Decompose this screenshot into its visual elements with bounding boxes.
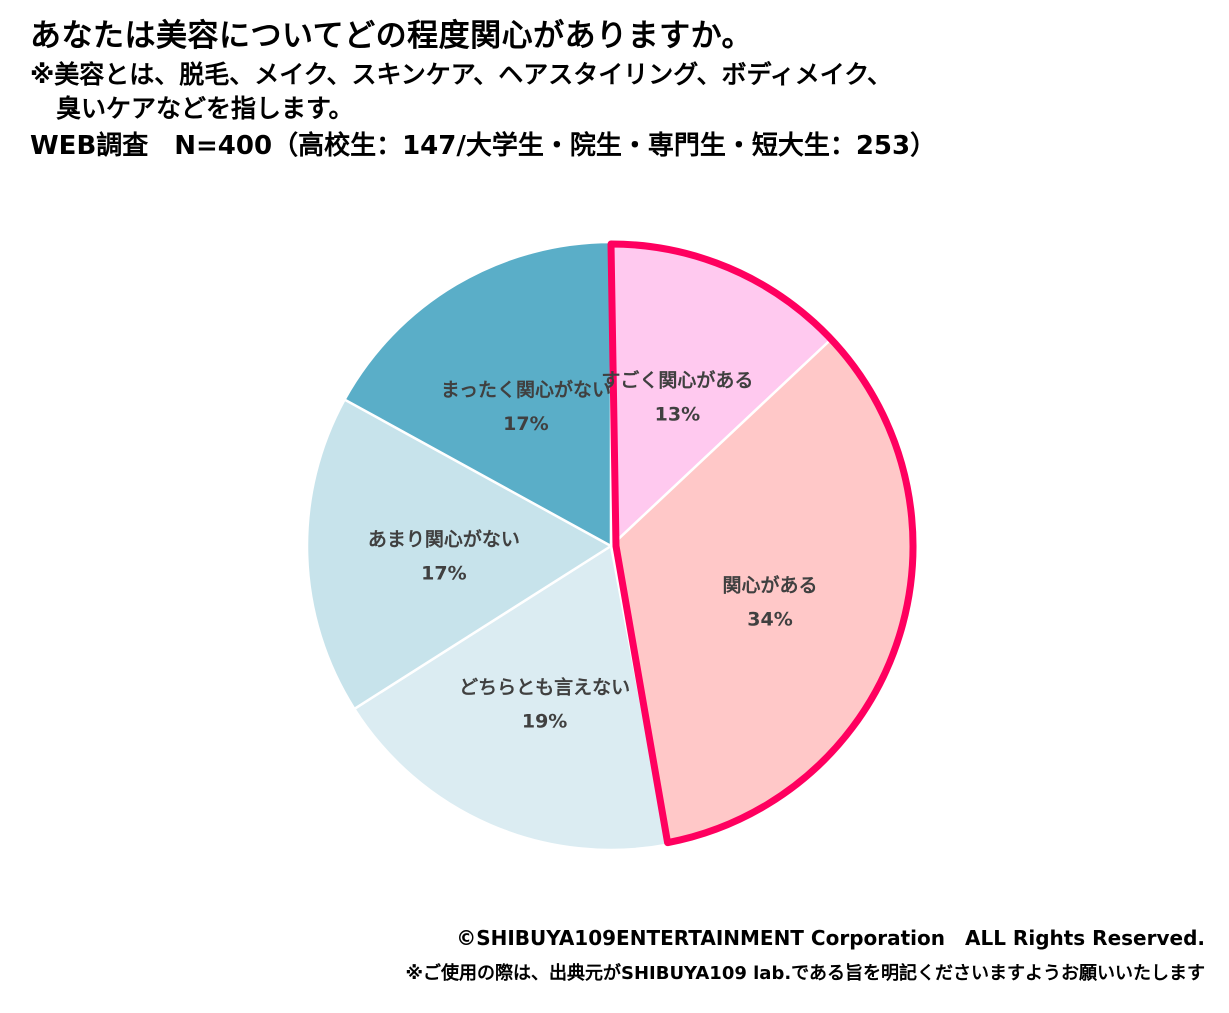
slice-label-1: 関心がある: [723, 574, 818, 597]
chart-title: あなたは美容についてどの程度関心がありますか。: [30, 18, 753, 54]
slice-value-0: 13%: [655, 404, 700, 426]
slice-value-4: 17%: [503, 413, 548, 435]
definition-note: ※美容とは、脱毛、メイク、スキンケア、ヘアスタイリング、ボディメイク、: [30, 60, 893, 89]
chart-header: あなたは美容についてどの程度関心がありますか。 ※美容とは、脱毛、メイク、スキン…: [30, 14, 1200, 166]
highlight-outline: [607, 240, 917, 847]
pie-slice-2: [353, 544, 670, 852]
copyright-text: ©SHIBUYA109ENTERTAINMENT Corporation ALL…: [456, 926, 1205, 950]
pie-slice-4: [343, 240, 613, 548]
definition-note-continued: 臭いケアなどを指します。: [56, 94, 354, 123]
pie-slice-3: [305, 398, 613, 711]
slice-label-2: どちらとも言えない: [459, 675, 630, 698]
usage-note: ※ご使用の際は、出典元がSHIBUYA109 lab.である旨を明記くださいます…: [405, 963, 1206, 984]
survey-info: WEB調査 N=400（高校生：147/大学生・院生・専門生・短大生：253）: [30, 131, 937, 161]
slice-label-3: あまり関心がない: [368, 527, 520, 550]
slice-label-0: すごく関心がある: [601, 369, 753, 392]
slice-value-1: 34%: [747, 609, 792, 631]
slice-label-4: まったく関心がない: [441, 378, 611, 401]
slice-value-3: 17%: [421, 562, 466, 584]
slice-value-2: 19%: [522, 710, 567, 732]
